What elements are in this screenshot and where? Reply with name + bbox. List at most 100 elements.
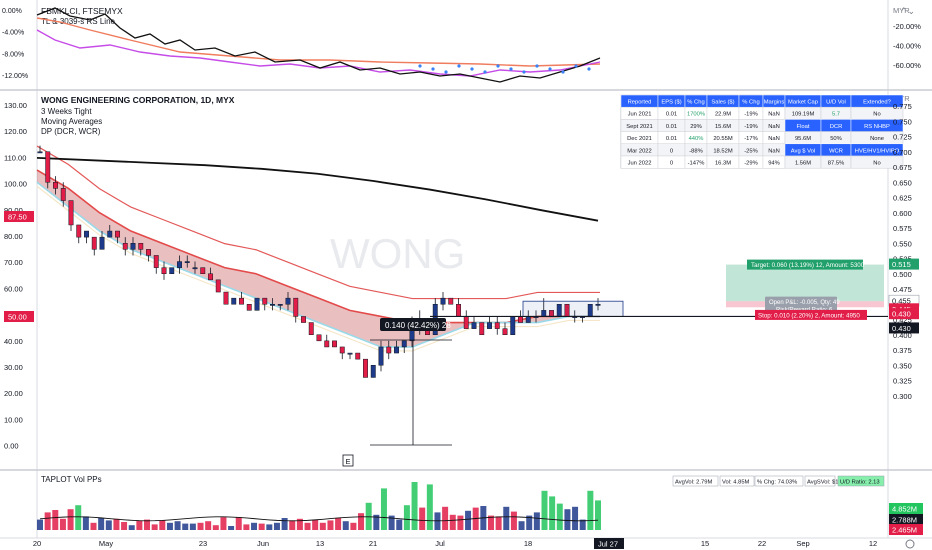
volume-bar	[327, 520, 334, 530]
right-price-tick: 0.600	[893, 209, 912, 218]
volume-bar	[189, 523, 196, 530]
candle	[339, 346, 345, 354]
volume-bar	[564, 509, 571, 530]
volume-bar	[113, 518, 120, 530]
price-badge-bg	[889, 322, 919, 334]
price-badge: 0.455	[892, 297, 911, 306]
top-rs-dot	[470, 67, 474, 71]
target-label: Target: 0.060 (13.19%) 12, Amount: 5300	[751, 262, 865, 269]
volume-bar	[67, 509, 74, 530]
x-axis-tick: Jul	[435, 539, 445, 548]
top-rs-dot	[574, 64, 578, 68]
right-price-tick: 0.500	[893, 270, 912, 279]
candle	[285, 297, 291, 305]
top-pane-unit: MYR	[893, 6, 910, 15]
top-pane-title: FBMKLCI, FTSEMYX	[41, 6, 123, 16]
candle	[200, 267, 206, 274]
left-price-tick: 10.00	[4, 415, 23, 424]
stats-side-cell: 95.6M	[795, 136, 811, 142]
right-price-tick: 0.350	[893, 361, 912, 370]
volume-bar	[556, 503, 563, 530]
left-price-tick: 60.00	[4, 284, 23, 293]
volume-badge: 4.852M	[892, 505, 917, 514]
candle	[107, 230, 113, 238]
price-badge: 0.430	[892, 324, 911, 333]
volume-bar	[121, 522, 128, 530]
top-left-tick: -12.00%	[2, 73, 28, 80]
left-price-tick: 30.00	[4, 363, 23, 372]
volume-bar	[75, 505, 82, 530]
candle	[192, 267, 198, 270]
stats-side-cell: Avg $ Vol	[791, 148, 815, 154]
candle	[177, 261, 182, 268]
volume-bar	[411, 482, 418, 530]
volume-stat: AvgVol: 2.79M	[675, 480, 712, 486]
stats-cell: -147%	[688, 161, 705, 167]
candle	[138, 243, 144, 250]
volume-bar	[587, 490, 594, 530]
stats-cell: 29%	[690, 124, 702, 130]
candle	[99, 236, 105, 250]
candle	[130, 243, 136, 250]
volume-bar	[350, 522, 357, 530]
candle	[239, 297, 244, 305]
volume-bar	[136, 520, 143, 530]
volume-bar	[595, 500, 601, 530]
top-rs-dot	[548, 67, 552, 71]
candle	[456, 304, 461, 317]
top-rs-line-2	[36, 29, 601, 77]
x-axis-tick: 21	[369, 539, 377, 548]
volume-bar	[273, 522, 280, 530]
indicator-label-1: 3 Weeks Tight	[41, 107, 92, 116]
stats-side-cell: HVE/HV1/HVIPO	[855, 148, 900, 154]
volume-bar	[419, 507, 426, 530]
volume-bar	[579, 519, 586, 530]
volume-avg-line	[39, 516, 599, 522]
candle	[215, 279, 221, 293]
candle	[463, 316, 469, 329]
top-rs-dot	[457, 64, 461, 68]
left-badge: 87.50	[8, 213, 27, 222]
candle	[91, 236, 97, 250]
left-price-tick: 120.00	[4, 127, 27, 136]
left-price-tick: 70.00	[4, 258, 23, 267]
price-badge-bg	[889, 258, 919, 270]
stats-side-cell: Float	[797, 124, 810, 130]
x-axis-tick: 22	[758, 539, 766, 548]
left-badge-bg	[4, 211, 34, 222]
candle	[355, 352, 361, 360]
tight-box	[522, 300, 624, 317]
ema-upper-line	[36, 145, 600, 300]
right-price-tick: 0.700	[893, 148, 912, 157]
volume-bar	[159, 520, 166, 530]
volume-bar	[518, 521, 525, 530]
volume-badge-bg	[889, 503, 923, 514]
volume-stat-bg	[754, 475, 804, 487]
stats-cell: 0.01	[666, 136, 677, 142]
volume-bar	[59, 518, 66, 530]
stats-side-cell: None	[870, 136, 884, 142]
stats-cell: 20.55M	[713, 136, 733, 142]
x-axis-tick: May	[99, 539, 113, 548]
candle	[246, 304, 252, 311]
right-price-tick: 0.750	[893, 117, 912, 126]
stats-header: % Chg	[687, 100, 704, 106]
price-pane-title: WONG ENGINEERING CORPORATION, 1D, MYX	[41, 95, 235, 105]
candle	[370, 365, 376, 378]
candle	[471, 322, 477, 329]
right-price-tick: 0.400	[893, 331, 912, 340]
candle	[518, 316, 523, 323]
volume-bar	[251, 522, 258, 530]
left-price-tick: 100.00	[4, 180, 27, 189]
volume-bar	[281, 518, 288, 530]
stats-cell: Mar 2022	[627, 148, 652, 154]
stats-header: % Chg	[742, 100, 759, 106]
volume-bar	[572, 506, 579, 530]
volume-bar	[228, 526, 235, 530]
watermark: WONG	[330, 230, 465, 277]
volume-bar	[205, 521, 212, 530]
left-price-tick: 0.00	[4, 442, 19, 451]
right-price-tick: 0.575	[893, 224, 912, 233]
volume-stat: % Chg: 74.03%	[757, 480, 797, 486]
